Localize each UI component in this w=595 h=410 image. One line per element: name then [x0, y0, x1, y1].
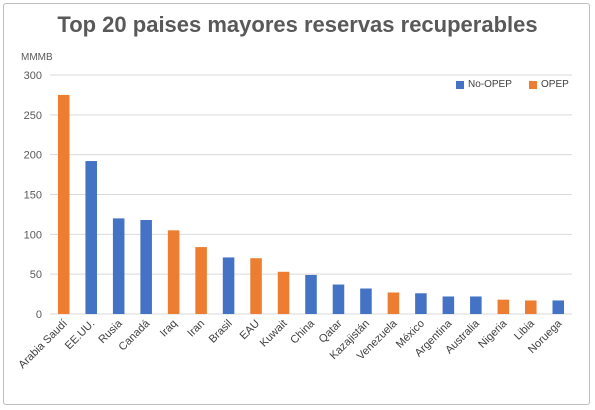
y-tick-label: 100: [24, 229, 42, 241]
bar: [415, 293, 427, 314]
legend-swatch-opep: [529, 80, 537, 89]
bar: [360, 288, 372, 314]
bar: [332, 284, 345, 314]
chart-frame: [3, 3, 590, 405]
x-tick-label: Kuwait: [258, 318, 290, 350]
bar: [442, 296, 455, 314]
bar: [277, 271, 290, 314]
y-tick-label: 200: [24, 150, 42, 162]
chart-title: Top 20 paises mayores reservas recuperab…: [57, 12, 538, 37]
x-tick-label: China: [288, 317, 317, 346]
bar: [167, 230, 180, 314]
bar: [140, 219, 152, 314]
bar: [497, 299, 510, 314]
bar: [305, 274, 317, 314]
bar: [222, 257, 235, 314]
x-tick-label: EE.UU.: [63, 318, 97, 352]
x-tick-label: Arabia Saudí: [16, 318, 69, 371]
legend-label-opep: OPEP: [541, 79, 569, 90]
x-tick-label: Nigeria: [476, 317, 510, 351]
y-tick-label: 300: [24, 70, 42, 82]
legend-opep: OPEP: [529, 79, 569, 90]
legend-label-no-opep: No-OPEP: [468, 79, 512, 90]
x-tick-label: Iran: [185, 318, 207, 340]
legend-no-opep: No-OPEP: [456, 79, 512, 90]
bar: [525, 300, 537, 314]
bar: [57, 94, 70, 315]
y-tick-label: 150: [24, 190, 42, 202]
y-tick-label: 0: [36, 309, 42, 321]
y-tick-label: 250: [24, 110, 42, 122]
x-tick-label: EAU: [238, 318, 263, 343]
legend-swatch-no-opep: [456, 80, 464, 89]
x-tick-label: Iraq: [158, 318, 180, 340]
bar: [250, 258, 262, 314]
y-tick-label: 50: [30, 269, 42, 281]
x-tick-label: Brasil: [207, 318, 235, 346]
bar: [112, 218, 125, 314]
bar: [387, 292, 400, 314]
bar: [195, 247, 207, 314]
bar: [470, 296, 482, 314]
x-tick-label: Canadá: [117, 317, 153, 353]
bar: [85, 161, 97, 314]
y-axis-unit-label: MMMB: [21, 52, 53, 63]
bar: [552, 300, 565, 314]
